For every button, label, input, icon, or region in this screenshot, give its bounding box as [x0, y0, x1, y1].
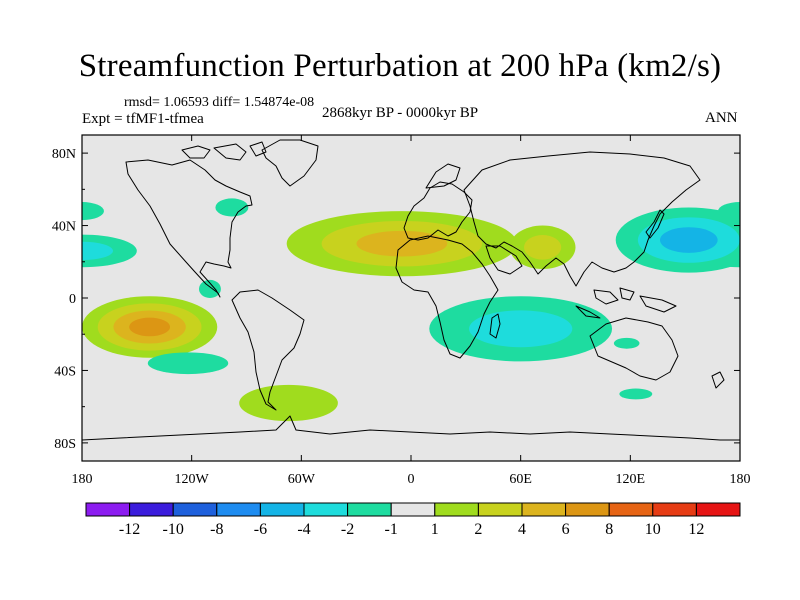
lat-tick-label: 40N: [52, 220, 76, 235]
coastline-japan: [645, 209, 665, 239]
coastline-maritime-continent: [575, 287, 677, 319]
contour-level--1: [718, 202, 740, 221]
anomaly-australia-west-negative: [613, 337, 640, 349]
contour-level--4: [660, 227, 718, 253]
colorbar-box: [565, 502, 610, 517]
colorbar-box: [652, 502, 697, 517]
coastline-arabia: [485, 245, 523, 275]
lon-tick-label: 180: [72, 472, 93, 487]
coastline-canadian-arctic: [181, 141, 267, 161]
contour-level--1: [198, 279, 221, 299]
coastline-africa: [395, 235, 499, 359]
anomaly-arabia-positive: [509, 225, 576, 270]
colorbar-box: [172, 502, 218, 517]
lon-tick-label: 60W: [288, 472, 316, 487]
colorbar-box: [259, 502, 305, 517]
season-label: ANN: [705, 110, 738, 126]
coastline-greenland: [261, 139, 319, 187]
colorbar-box: [608, 502, 654, 517]
contour-level-4: [356, 230, 448, 257]
lon-tick-label: 60E: [509, 472, 532, 487]
colorbar-label: -10: [163, 521, 184, 538]
coastline-australia: [589, 317, 679, 381]
colorbar-box: [695, 502, 741, 517]
lat-tick-label: 0: [69, 292, 76, 307]
map-background: [82, 135, 740, 461]
contour-level--1: [613, 337, 640, 349]
colorbar-box: [434, 502, 479, 517]
anomaly-south-pacific-positive: [82, 296, 218, 358]
coastlines: [82, 139, 740, 441]
coastline-europe: [403, 181, 473, 241]
contour-level-1: [239, 384, 338, 422]
colorbar-label: 6: [562, 521, 570, 538]
period-label: 2868kyr BP - 0000kyr BP: [322, 105, 479, 121]
colorbar-box: [347, 502, 392, 517]
colorbar-box: [216, 502, 261, 517]
anomaly-north-west-pacific-negative: [615, 207, 740, 273]
colorbar-label: 8: [605, 521, 613, 538]
lon-tick-label: 0: [408, 472, 415, 487]
plot-title: Streamfunction Perturbation at 200 hPa (…: [78, 48, 722, 84]
contour-level--1-wrap: [82, 202, 104, 221]
coastline-asia: [463, 151, 701, 287]
anomaly-southern-ocean-negative: [619, 388, 653, 400]
anomaly-south-pacific-band-negative: [147, 352, 229, 375]
experiment-label: Expt = tfMF1-tfmea: [82, 111, 204, 127]
lat-tick-label: 40S: [54, 364, 76, 379]
colorbar-label: 10: [645, 521, 661, 538]
contour-level--1: [215, 198, 249, 217]
colorbar-box: [85, 502, 131, 517]
anomaly-north-east-atlantic-negative: [82, 202, 740, 221]
contour-level--1: [619, 388, 653, 400]
contour-level--1: [147, 352, 229, 375]
colorbar-label: 12: [688, 521, 704, 538]
colorbar-label: 4: [518, 521, 526, 538]
colorbar-label: 1: [431, 521, 439, 538]
colorbar-box: [521, 502, 567, 517]
colorbar-box: [477, 502, 523, 517]
coastline-south-america: [231, 289, 305, 411]
coastline-madagascar: [489, 313, 501, 339]
contour-level-6: [129, 317, 171, 337]
colorbar-label: -12: [119, 521, 140, 538]
contour-level--2: [469, 310, 573, 348]
colorbar-label: 2: [474, 521, 482, 538]
lon-tick-label: 180: [730, 472, 751, 487]
anomaly-north-atlantic-africa-positive: [286, 211, 518, 277]
lat-tick-label: 80S: [54, 437, 76, 452]
contour-level-2: [524, 235, 562, 260]
lon-tick-label: 120W: [175, 472, 210, 487]
anomaly-north-america-negative: [215, 198, 249, 217]
anomaly-south-indian-negative: [429, 296, 613, 362]
coastline-scandinavia: [425, 163, 461, 189]
colorbar-box: [303, 502, 349, 517]
lat-tick-label: 80N: [52, 147, 76, 162]
map-axes: 80N 40N 0 40S 80S 180 120W 60W 0 60E 120E 180: [52, 135, 751, 487]
lon-tick-label: 120E: [616, 472, 646, 487]
colorbar: -12 -10 -8 -6 -4 -2 -1 1 2 4 6 8 10 12: [85, 502, 741, 538]
anomaly-contours: [82, 198, 740, 422]
colorbar-label: -4: [297, 521, 310, 538]
colorbar-label: -2: [341, 521, 354, 538]
coastline-antarctica: [82, 415, 740, 441]
coastline-north-america: [125, 159, 253, 298]
colorbar-box: [390, 502, 436, 517]
coastline-new-zealand: [711, 371, 725, 389]
colorbar-label: -6: [254, 521, 267, 538]
anomaly-east-pacific-small-negative: [198, 279, 221, 299]
colorbar-label: -1: [385, 521, 398, 538]
statistics-line: rmsd= 1.06593 diff= 1.54874e-08: [124, 95, 315, 110]
colorbar-label: -8: [210, 521, 223, 538]
contour-level--2: [82, 241, 113, 261]
anomaly-south-atlantic-positive: [239, 384, 338, 422]
colorbar-box: [129, 502, 174, 517]
